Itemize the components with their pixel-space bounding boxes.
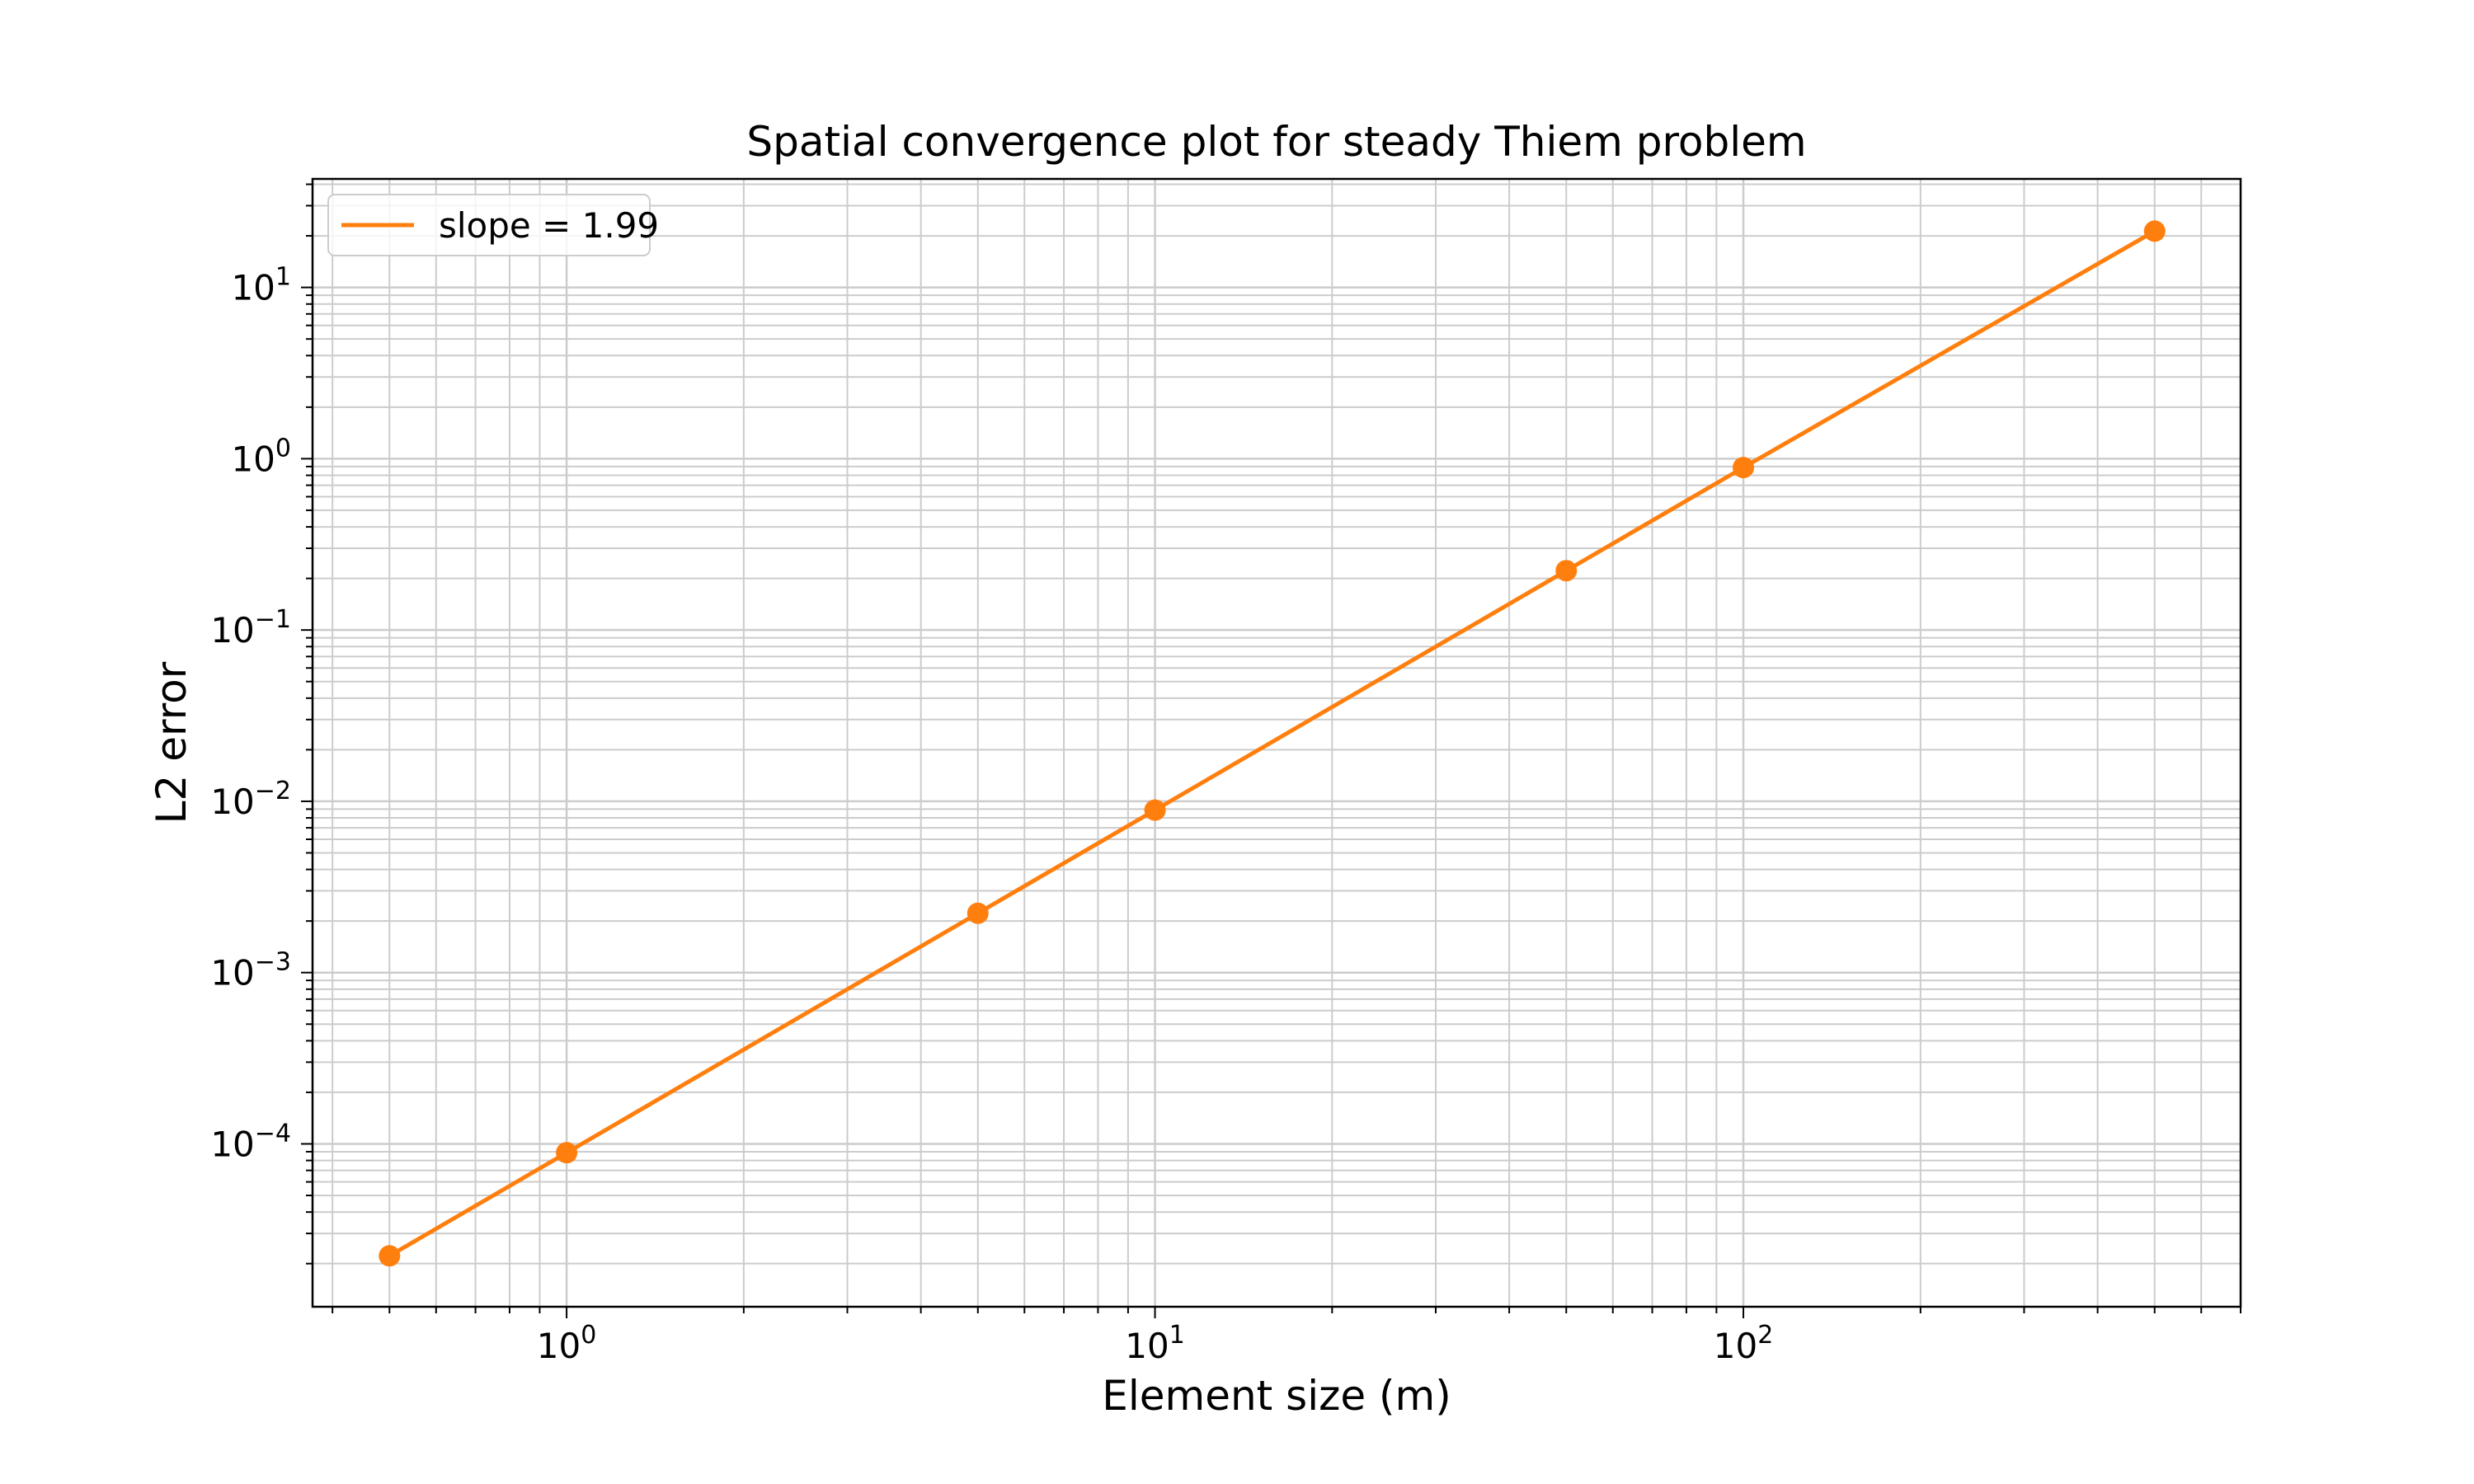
x-tick-label: 100: [537, 1321, 597, 1366]
data-point-marker: [1733, 457, 1755, 479]
y-tick-label: 10−3: [210, 948, 291, 993]
x-axis-title: Element size (m): [1102, 1372, 1451, 1420]
legend-label: slope = 1.99: [439, 205, 659, 246]
data-point-marker: [556, 1142, 578, 1164]
data-point-marker: [2143, 220, 2166, 242]
y-tick-label: 10−2: [210, 777, 291, 822]
chart-title: Spatial convergence plot for steady Thie…: [746, 118, 1806, 166]
data-point-marker: [379, 1245, 401, 1267]
series-layer: [379, 220, 2166, 1267]
x-tick-label: 101: [1125, 1321, 1185, 1366]
grid: [313, 179, 2241, 1307]
data-point-marker: [967, 902, 989, 924]
y-tick-label: 100: [231, 434, 291, 479]
ticks: 100 101 102 10−4 10−3 10−2 10−1 100 101: [210, 183, 2241, 1366]
plot-frame: [311, 177, 2242, 1308]
y-axis-title: L2 error: [148, 661, 195, 824]
y-tick-label: 101: [231, 263, 291, 308]
data-point-marker: [1144, 799, 1166, 821]
data-point-marker: [1555, 560, 1578, 582]
legend: slope = 1.99: [327, 194, 659, 256]
y-tick-label: 10−1: [210, 605, 291, 650]
x-tick-label: 102: [1714, 1321, 1774, 1366]
y-tick-label: 10−4: [210, 1119, 291, 1164]
legend-box: [327, 194, 651, 256]
